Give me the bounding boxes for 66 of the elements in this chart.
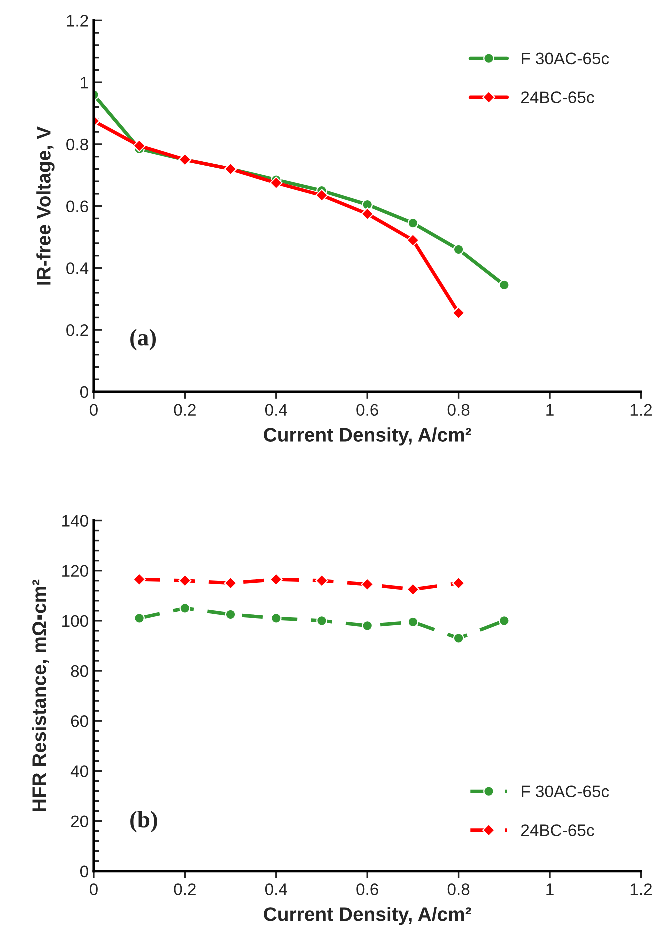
x-tick-label: 0.8	[448, 404, 470, 416]
y-tick-label: 0.8	[66, 138, 88, 151]
legend-label: F 30AC-65c	[522, 786, 610, 798]
x-tick-label: 1.2	[630, 884, 652, 896]
x-tick-label: 1.2	[630, 404, 652, 416]
point	[362, 199, 374, 210]
point	[178, 574, 192, 588]
point	[498, 280, 510, 291]
legend-label: F 30AC-65c	[522, 52, 610, 65]
point	[270, 573, 283, 586]
y-tick-label: 1	[81, 77, 88, 89]
point	[408, 218, 419, 229]
y-tick-label: 0	[80, 386, 88, 398]
point	[452, 576, 466, 590]
annotation: (b)	[130, 811, 158, 833]
point	[270, 176, 283, 190]
x-tick-label: 0.4	[265, 884, 288, 896]
x-tick-label: 0.4	[265, 404, 288, 416]
point	[453, 244, 464, 256]
x-tick-label: 0	[90, 404, 98, 416]
legend-label: 24BC-65c	[521, 824, 594, 836]
point	[362, 620, 374, 632]
point	[134, 613, 145, 624]
point	[270, 613, 282, 624]
y-tick-label: 120	[62, 565, 88, 578]
point	[452, 306, 466, 320]
point	[133, 573, 146, 586]
y-tick-label: 1.2	[67, 15, 88, 27]
point	[316, 616, 328, 626]
x-tick-label: 0.2	[174, 884, 196, 896]
x-tick-label: 1	[546, 404, 554, 416]
point	[133, 140, 146, 152]
x-tick-label: 0.8	[448, 884, 470, 896]
y-axis-title: HFR Resistance, mΩ▪cm²	[32, 580, 50, 812]
point	[498, 616, 510, 626]
point	[316, 574, 328, 588]
y-tick-label: 40	[70, 766, 88, 778]
y-tick-label: 0	[80, 866, 88, 878]
point	[225, 609, 236, 620]
y-tick-label: 80	[71, 665, 88, 678]
x-tick-label: 0.2	[174, 404, 196, 416]
y-tick-label: 0.2	[66, 324, 88, 336]
annotation: (a)	[130, 329, 156, 351]
point	[408, 616, 419, 628]
y-tick-label: 100	[62, 615, 88, 628]
legend-label: 24BC-65c	[521, 92, 594, 104]
point	[361, 578, 374, 592]
point	[453, 633, 464, 644]
x-axis-title: Current Density, A/cm²	[264, 428, 472, 446]
point	[180, 603, 191, 614]
point	[361, 208, 374, 221]
x-tick-label: 0	[90, 884, 98, 896]
x-axis-title: Current Density, A/cm²	[264, 907, 472, 926]
point	[316, 189, 328, 202]
y-tick-label: 0.6	[66, 200, 88, 213]
point	[406, 234, 420, 247]
y-tick-label: 60	[71, 716, 88, 728]
y-tick-label: 140	[62, 515, 88, 527]
x-tick-label: 1	[546, 884, 554, 896]
y-axis-title: IR-free Voltage, V	[36, 126, 55, 285]
y-tick-label: 20	[71, 816, 88, 828]
y-tick-label: 0.4	[66, 262, 89, 274]
x-tick-label: 0.6	[356, 404, 378, 416]
point	[406, 583, 420, 596]
x-tick-label: 0.6	[356, 884, 378, 896]
point	[224, 576, 238, 590]
